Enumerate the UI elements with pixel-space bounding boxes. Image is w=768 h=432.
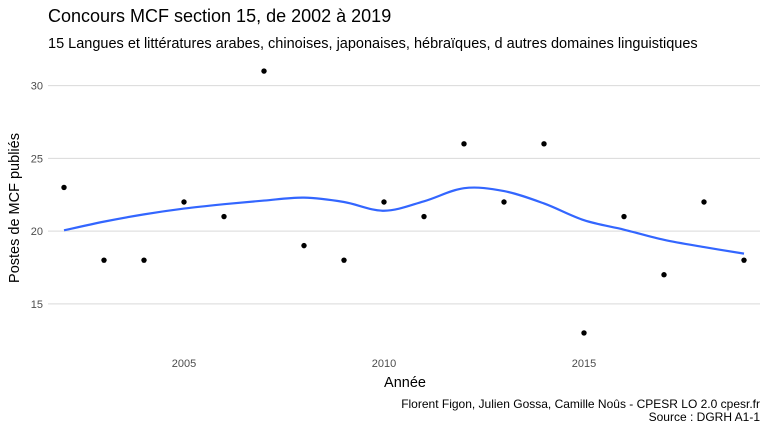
chart-title: Concours MCF section 15, de 2002 à 2019 — [48, 6, 391, 26]
y-gridlines — [48, 85, 760, 305]
y-tick-label: 30 — [31, 81, 43, 93]
data-point — [221, 213, 227, 220]
y-tick-label: 15 — [31, 299, 43, 311]
y-tick-label: 20 — [31, 226, 43, 238]
data-points — [61, 68, 747, 336]
data-point — [141, 257, 147, 263]
data-point — [181, 199, 187, 205]
data-point — [381, 199, 387, 205]
caption-source: Source : DGRH A1-1 — [649, 410, 761, 424]
data-point — [661, 272, 667, 278]
data-point — [581, 330, 587, 336]
x-tick-label: 2010 — [372, 358, 396, 370]
data-point — [461, 141, 467, 147]
data-point — [61, 184, 67, 191]
data-point — [621, 213, 627, 220]
data-point — [741, 257, 747, 263]
data-point — [501, 199, 507, 205]
y-axis-title: Postes de MCF publiés — [7, 133, 23, 283]
data-point — [301, 242, 307, 249]
x-axis-title: Année — [384, 375, 426, 391]
x-tick-labels: 2005 2010 2015 — [172, 358, 596, 370]
data-point — [261, 68, 267, 74]
smooth-trend-line — [63, 186, 745, 255]
data-point — [341, 257, 347, 263]
x-tick-label: 2005 — [172, 358, 196, 370]
data-point — [421, 213, 427, 220]
y-tick-labels: 15 20 25 30 — [31, 81, 43, 311]
data-point — [541, 141, 547, 147]
data-point — [101, 257, 107, 263]
data-point — [701, 199, 707, 205]
y-tick-label: 25 — [31, 153, 43, 165]
caption-authors: Florent Figon, Julien Gossa, Camille Noû… — [401, 397, 760, 411]
chart-subtitle: 15 Langues et littératures arabes, chino… — [48, 36, 698, 52]
x-tick-label: 2015 — [572, 358, 596, 370]
